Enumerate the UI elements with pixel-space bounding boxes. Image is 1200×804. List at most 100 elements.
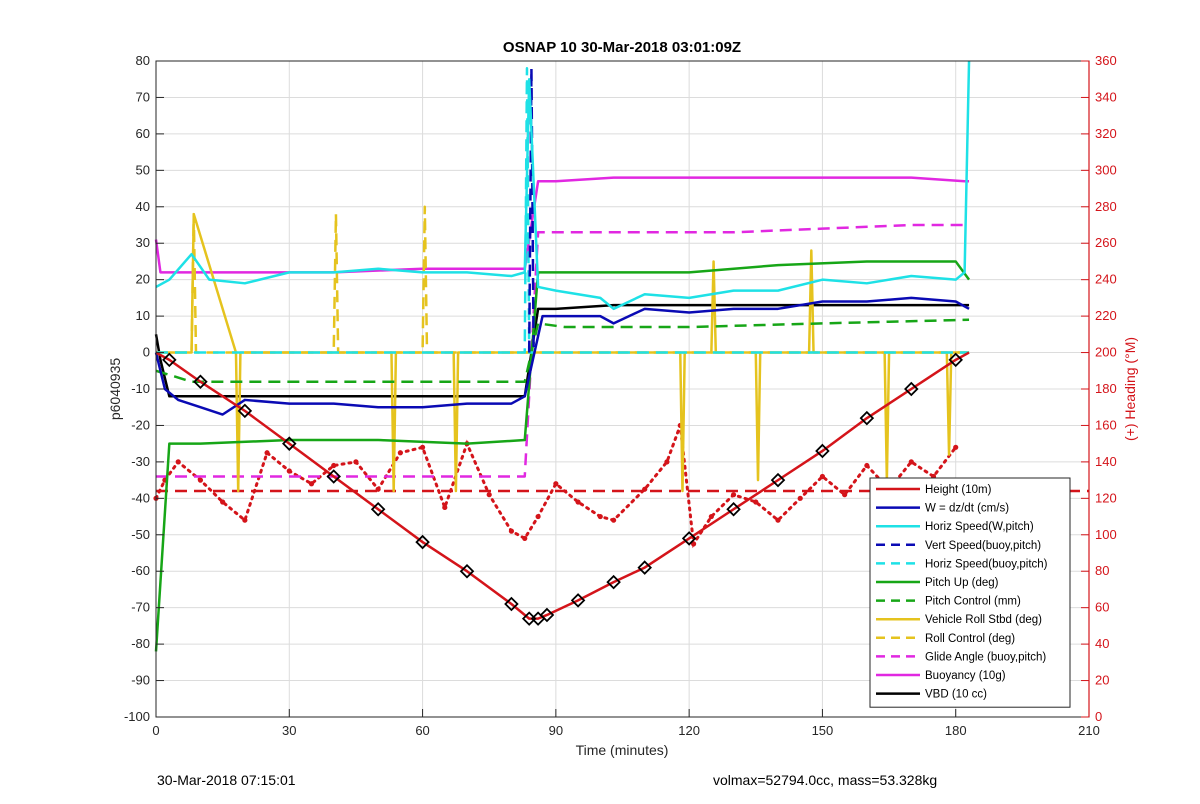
right-y-tick-label: 260 — [1095, 235, 1117, 250]
footer-vehicle-params: volmax=52794.0cc, mass=53.328kg — [713, 772, 938, 788]
series-line-horiz-speed-w-pitch — [155, 60, 971, 311]
left-y-axis-label: p6040935 — [107, 358, 123, 421]
right-y-tick-label: 320 — [1095, 126, 1117, 141]
legend-label: VBD (10 cc) — [925, 689, 987, 701]
profile-marker — [570, 593, 586, 608]
x-axis-label: Time (minutes) — [576, 742, 669, 758]
legend-label: Horiz Speed(W,pitch) — [925, 521, 1034, 533]
profile-marker — [681, 531, 697, 546]
legend-label: Pitch Up (deg) — [925, 577, 999, 589]
profile-marker — [539, 607, 555, 623]
left-y-tick-label: 20 — [136, 272, 150, 287]
left-y-tick-label: -60 — [131, 563, 150, 578]
left-y-tick-label: -30 — [131, 454, 150, 469]
right-y-tick-label: 180 — [1095, 381, 1117, 396]
profile-marker — [637, 560, 652, 575]
x-tick-label: 30 — [282, 723, 296, 738]
left-y-axis-ticks: -100-90-80-70-60-50-40-30-20-10010203040… — [124, 53, 164, 724]
legend-label: Glide Angle (buoy,pitch) — [925, 651, 1046, 663]
left-y-tick-label: -70 — [131, 600, 150, 615]
profile-marker — [282, 436, 297, 451]
right-y-axis-ticks: 0 20 40 60 80 100 120 140 160 180 200 220 240 260 280 3… — [1081, 53, 1117, 724]
x-tick-label: 180 — [945, 723, 967, 738]
legend: Height (10m) W = dz/dt (cm/s) Horiz Speed(… — [869, 477, 1071, 708]
profile-marker — [459, 563, 475, 579]
legend-label: W = dz/dt (cm/s) — [925, 503, 1009, 515]
right-y-tick-label: 20 — [1095, 673, 1109, 688]
x-tick-label: 60 — [415, 723, 429, 738]
right-y-tick-label: 0 — [1095, 709, 1102, 724]
right-y-tick-label: 340 — [1095, 89, 1117, 104]
left-y-tick-label: -50 — [131, 527, 150, 542]
profile-marker — [948, 352, 963, 368]
legend-label: Horiz Speed(buoy,pitch) — [925, 558, 1048, 570]
profile-marker — [770, 472, 786, 488]
chart-title: OSNAP 10 30-Mar-2018 03:01:09Z — [503, 39, 741, 56]
left-y-tick-label: 60 — [136, 126, 150, 141]
profile-marker — [193, 374, 208, 389]
right-y-tick-label: 280 — [1095, 199, 1117, 214]
x-tick-label: 90 — [549, 723, 563, 738]
profile-marker — [504, 596, 519, 612]
profile-marker — [815, 443, 830, 459]
x-axis-ticks: 0 30 60 90 120 150 180 210 — [152, 709, 1100, 738]
left-y-tick-label: 70 — [136, 89, 150, 104]
legend-box — [869, 477, 1071, 708]
left-y-tick-label: 30 — [136, 235, 150, 250]
chart: 0 30 60 90 120 150 180 210 -100-90-80-70-60-50-… — [107, 39, 1138, 758]
profile-marker — [859, 410, 875, 426]
legend-label: Buoyancy (10g) — [925, 670, 1006, 682]
series-line-pitch-up-deg — [154, 260, 971, 652]
series-line-height-10m — [155, 351, 970, 620]
x-tick-label: 150 — [812, 723, 834, 738]
right-y-tick-label: 80 — [1095, 563, 1109, 578]
left-y-tick-label: -90 — [131, 673, 150, 688]
legend-label: Roll Control (deg) — [925, 633, 1015, 645]
profile-marker — [415, 534, 430, 550]
left-y-tick-label: 10 — [136, 308, 150, 323]
left-y-tick-label: 80 — [136, 53, 150, 68]
profile-marker — [904, 381, 919, 397]
right-y-axis-label: (+) Heading (°M) — [1122, 337, 1138, 441]
right-y-tick-label: 300 — [1095, 162, 1117, 177]
left-y-tick-label: 50 — [136, 162, 150, 177]
series-line-pitch-control-mm — [155, 318, 970, 383]
right-y-tick-label: 40 — [1095, 636, 1109, 651]
left-y-tick-label: -20 — [131, 417, 150, 432]
left-y-tick-label: -100 — [124, 709, 150, 724]
x-tick-label: 120 — [678, 723, 700, 738]
right-y-tick-label: 220 — [1095, 308, 1117, 323]
profile-marker — [606, 574, 621, 590]
left-y-tick-label: -40 — [131, 490, 150, 505]
left-y-tick-label: -10 — [131, 381, 150, 396]
profile-marker — [326, 469, 341, 484]
profile-marker — [726, 501, 741, 517]
footer-timestamp: 30-Mar-2018 07:15:01 — [157, 772, 296, 788]
profile-marker — [370, 501, 386, 517]
x-tick-label: 0 — [152, 723, 159, 738]
legend-label: Vehicle Roll Stbd (deg) — [925, 614, 1042, 626]
profile-marker — [237, 403, 253, 419]
right-y-tick-label: 160 — [1095, 417, 1117, 432]
left-y-tick-label: 0 — [143, 345, 150, 360]
right-y-tick-label: 240 — [1095, 272, 1117, 287]
right-y-tick-label: 140 — [1095, 454, 1117, 469]
right-y-tick-label: 60 — [1095, 600, 1109, 615]
right-y-tick-label: 200 — [1095, 345, 1117, 360]
left-y-tick-label: -80 — [131, 636, 150, 651]
series-line-buoyancy-10g — [154, 176, 970, 274]
x-tick-label: 210 — [1078, 723, 1100, 738]
legend-label: Pitch Control (mm) — [925, 596, 1021, 608]
right-y-tick-label: 120 — [1095, 490, 1117, 505]
right-y-tick-label: 100 — [1095, 527, 1117, 542]
right-y-tick-label: 360 — [1095, 53, 1117, 68]
series-line-w-dz-dt-cm-s — [154, 296, 970, 416]
profile-markers — [162, 352, 963, 626]
legend-label: Height (10m) — [925, 484, 992, 496]
left-y-tick-label: 40 — [136, 199, 150, 214]
series-line-heading — [154, 424, 958, 549]
series-line-horiz-speed-buoy-pitch — [156, 67, 970, 354]
legend-label: Vert Speed(buoy,pitch) — [925, 540, 1041, 552]
series-line-glide-angle-buoy-pitch — [156, 223, 970, 478]
profile-marker — [162, 352, 177, 368]
